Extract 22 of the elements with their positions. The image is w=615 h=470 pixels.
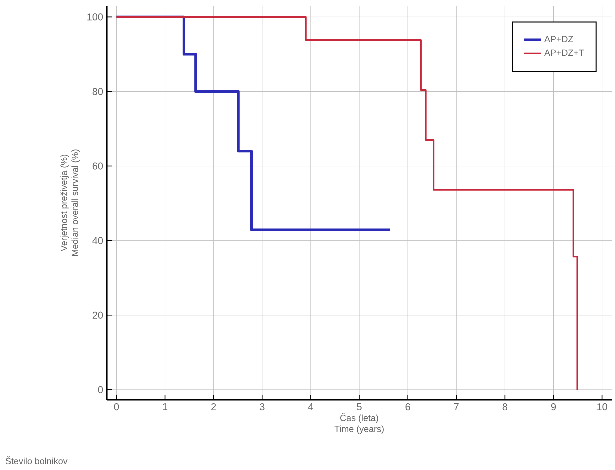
y-tick-label: 80 bbox=[92, 88, 104, 96]
y-tick-label: 60 bbox=[92, 162, 104, 170]
y-tick-label: 20 bbox=[92, 312, 104, 319]
x-tick-label: 6 bbox=[406, 404, 410, 411]
x-axis-title: Čas (leta) Time (years) bbox=[334, 413, 384, 434]
y-tick-label: 0 bbox=[98, 386, 104, 394]
text: Število bolnikov bbox=[6, 456, 68, 464]
y-tick-label: 100 bbox=[88, 14, 104, 21]
x-tick-label: 5 bbox=[357, 404, 362, 410]
x-tick-label: 0 bbox=[114, 404, 120, 411]
y-axis-title: Verjetnost preživetja (%) Median overall survival (%) bbox=[60, 150, 80, 256]
x-tick-label: 10 bbox=[598, 404, 608, 411]
x-tick-label: 3 bbox=[260, 404, 265, 411]
legend-label: AP+DZ+T bbox=[544, 50, 584, 56]
x-tick-label: 4 bbox=[308, 404, 314, 410]
legend-label: AP+DZ bbox=[544, 36, 574, 42]
x-tick-label: 1 bbox=[163, 404, 168, 410]
x-tick-label: 8 bbox=[502, 404, 508, 411]
x-tick-label: 9 bbox=[551, 404, 556, 411]
x-tick-label: 2 bbox=[212, 404, 216, 410]
x-tick-label: 7 bbox=[454, 404, 459, 410]
y-tick-label: 40 bbox=[92, 237, 104, 244]
